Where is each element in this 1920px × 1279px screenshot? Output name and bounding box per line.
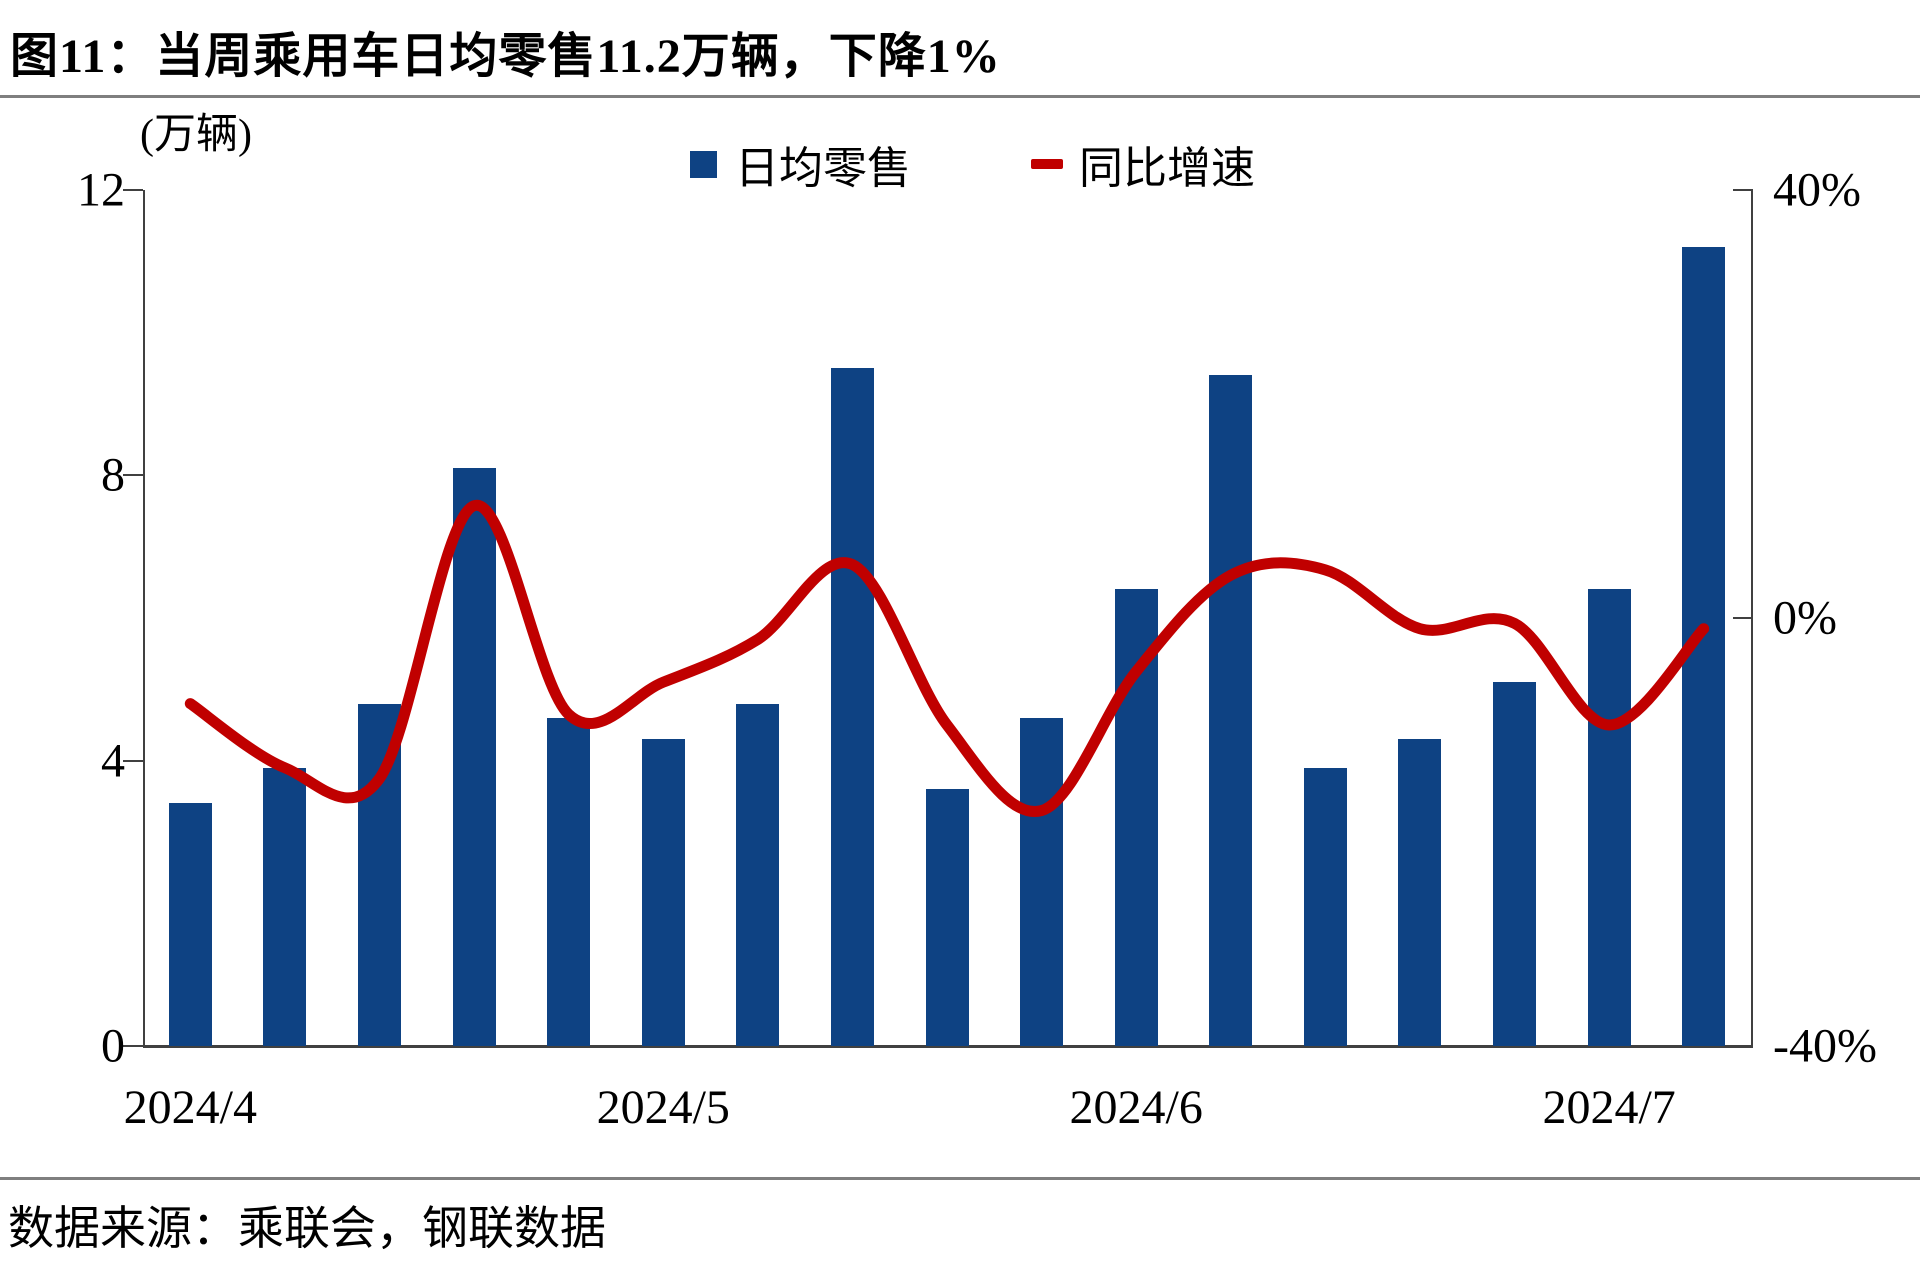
line-series-dash-icon <box>1031 159 1063 169</box>
right-axis-tick <box>1733 189 1753 191</box>
bar-series-label: 日均零售 <box>735 144 911 193</box>
yoy-growth-path <box>184 500 1710 818</box>
left-axis-tick <box>123 1045 143 1047</box>
bar <box>263 767 307 1046</box>
right-axis-tick-label: 0% <box>1773 591 1837 645</box>
x-axis-tick-label: 2024/7 <box>1542 1081 1676 1134</box>
bar <box>1493 682 1537 1046</box>
left-axis-tick-label: 0 <box>101 1019 125 1073</box>
bar <box>1020 717 1064 1046</box>
bar <box>1398 739 1442 1046</box>
bar <box>641 739 685 1046</box>
line-series-label: 同比增速 <box>1079 144 1255 193</box>
left-axis-tick <box>123 474 143 477</box>
right-axis-tick-label: 40% <box>1773 163 1861 217</box>
bar <box>1209 375 1253 1046</box>
left-axis-tick <box>123 759 143 762</box>
right-axis-tick <box>1733 1045 1753 1047</box>
right-axis-tick <box>1733 617 1753 619</box>
bar <box>168 803 212 1046</box>
bar <box>736 703 780 1046</box>
chart-legend: 日均零售 同比增速 <box>690 142 1255 193</box>
left-axis-tick-label: 8 <box>101 448 125 502</box>
bar-series-swatch-icon <box>690 150 717 178</box>
x-axis-baseline <box>143 1045 1753 1048</box>
bar <box>1303 767 1347 1046</box>
source-separator <box>0 1177 1920 1180</box>
x-axis-tick-label: 2024/5 <box>596 1081 730 1134</box>
left-axis-line <box>143 190 145 1046</box>
bar <box>830 368 874 1046</box>
left-axis-tick-label: 4 <box>101 734 125 788</box>
figure-title: 图11：当周乘用车日均零售11.2万辆，下降1% <box>10 30 1001 83</box>
bar <box>357 703 401 1046</box>
bar <box>925 789 969 1046</box>
left-axis-unit-label: (万辆) <box>140 112 252 158</box>
bar <box>1682 247 1726 1046</box>
bar <box>1114 589 1158 1046</box>
left-axis-tick-label: 12 <box>77 163 125 217</box>
bar <box>1587 589 1631 1046</box>
right-axis-tick-label: -40% <box>1773 1019 1877 1073</box>
left-axis-tick <box>123 189 143 191</box>
x-axis-tick-label: 2024/6 <box>1069 1081 1203 1134</box>
bar <box>452 468 496 1046</box>
bar <box>547 717 591 1046</box>
x-axis-tick-label: 2024/4 <box>123 1081 257 1134</box>
title-separator <box>0 95 1920 98</box>
data-source-note: 数据来源：乘联会，钢联数据 <box>8 1203 606 1254</box>
